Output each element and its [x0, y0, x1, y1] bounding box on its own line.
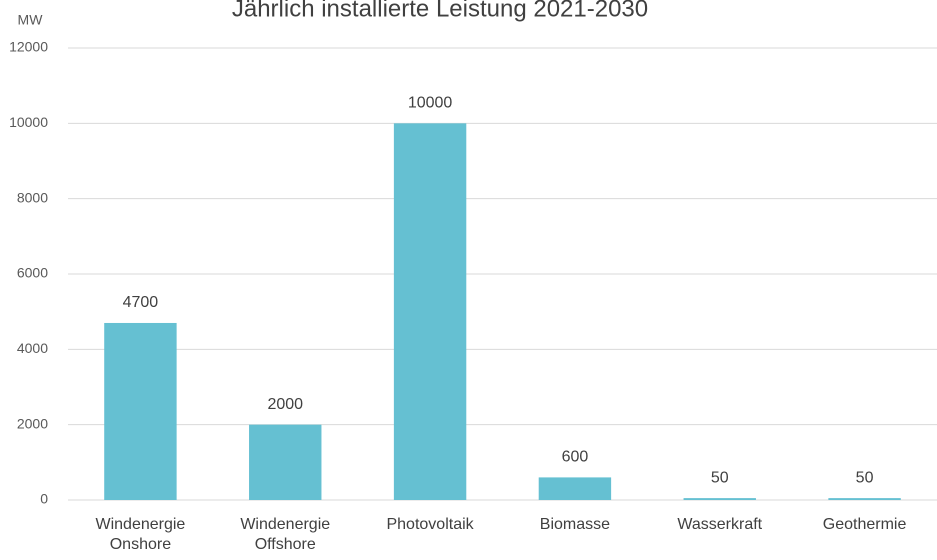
bar	[683, 498, 756, 500]
x-tick-label: Windenergie Onshore	[95, 516, 186, 553]
chart-title: Jährlich installierte Leistung 2021-2030	[232, 0, 648, 22]
data-label: 50	[711, 469, 729, 486]
data-label: 10000	[408, 95, 453, 112]
data-label: 2000	[267, 396, 303, 413]
data-label: 600	[562, 449, 589, 466]
bar	[538, 477, 612, 500]
y-axis-label: MW	[18, 12, 44, 28]
x-tick-label: Wasserkraft	[677, 516, 763, 533]
data-label: 50	[856, 469, 874, 486]
bar	[393, 123, 467, 500]
bar	[828, 498, 901, 500]
y-tick-label: 2000	[17, 415, 48, 431]
data-label: 4700	[123, 294, 159, 311]
x-tick-label: Windenergie Offshore	[240, 516, 331, 553]
y-tick-label: 8000	[17, 189, 48, 205]
bar	[249, 424, 322, 500]
y-tick-label: 4000	[17, 340, 48, 356]
x-tick-label: Photovoltaik	[386, 516, 474, 533]
x-tick-label: Biomasse	[539, 516, 611, 533]
y-tick-label: 6000	[17, 265, 48, 281]
bar	[104, 322, 177, 500]
x-tick-label: Geothermie	[822, 516, 907, 533]
y-tick-label: 12000	[9, 39, 48, 55]
y-tick-label: 0	[40, 491, 48, 507]
y-tick-label: 10000	[9, 114, 48, 130]
